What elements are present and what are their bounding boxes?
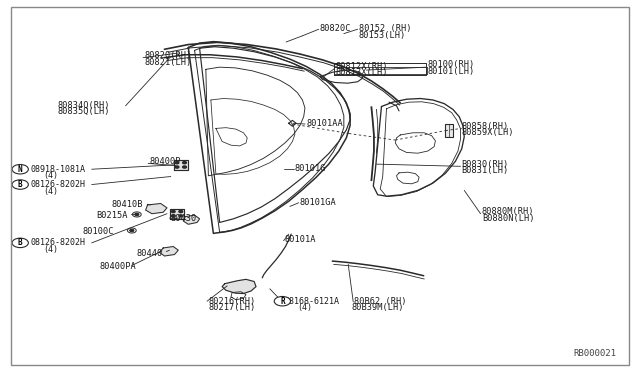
Polygon shape	[183, 215, 200, 224]
Circle shape	[179, 211, 182, 213]
Text: 80410B: 80410B	[112, 201, 143, 209]
Circle shape	[274, 296, 291, 306]
Text: RB000021: RB000021	[573, 349, 616, 358]
Circle shape	[12, 180, 28, 189]
Circle shape	[172, 211, 175, 213]
Polygon shape	[146, 203, 167, 214]
Text: 80100C: 80100C	[83, 227, 115, 236]
Text: 80216(RH): 80216(RH)	[209, 297, 255, 306]
Text: 80858(RH): 80858(RH)	[461, 122, 509, 131]
Text: 80820C: 80820C	[320, 24, 351, 33]
Circle shape	[135, 214, 139, 215]
Text: 80152 (RH): 80152 (RH)	[359, 24, 412, 33]
Text: 80B39M(LH): 80B39M(LH)	[351, 303, 404, 312]
Text: B: B	[18, 180, 22, 189]
Text: (4): (4)	[298, 303, 312, 312]
Text: (4): (4)	[43, 245, 58, 254]
Circle shape	[12, 164, 28, 174]
Text: 80812X(RH): 80812X(RH)	[336, 62, 388, 71]
Text: (4): (4)	[43, 187, 58, 196]
Text: B0830(RH): B0830(RH)	[461, 160, 509, 169]
Text: 08126-8202H: 08126-8202H	[30, 180, 85, 189]
Text: B0880N(LH): B0880N(LH)	[482, 214, 534, 222]
Text: 80859X(LH): 80859X(LH)	[461, 128, 515, 137]
Text: 80101(LH): 80101(LH)	[428, 67, 475, 76]
Text: 80101AA: 80101AA	[306, 119, 343, 128]
Text: 80153(LH): 80153(LH)	[359, 31, 406, 39]
Text: (4): (4)	[43, 171, 58, 180]
Text: 80835Q(LH): 80835Q(LH)	[58, 107, 110, 116]
Text: 80821(LH): 80821(LH)	[145, 58, 191, 67]
Text: 80400PA: 80400PA	[99, 262, 136, 272]
Text: N: N	[18, 165, 22, 174]
Circle shape	[179, 215, 182, 217]
Text: 80430: 80430	[171, 214, 197, 223]
Polygon shape	[159, 247, 179, 256]
Circle shape	[182, 166, 186, 168]
Text: 08168-6121A: 08168-6121A	[285, 297, 340, 306]
Text: 80813X(LH): 80813X(LH)	[336, 68, 388, 77]
Text: 80834Q(RH): 80834Q(RH)	[58, 100, 110, 110]
Text: 80820(RH): 80820(RH)	[145, 51, 191, 60]
Text: B: B	[18, 238, 22, 247]
Circle shape	[182, 161, 186, 164]
Text: 80880M(RH): 80880M(RH)	[482, 207, 534, 216]
FancyBboxPatch shape	[445, 124, 453, 137]
Circle shape	[130, 230, 134, 231]
Text: 80101G: 80101G	[295, 164, 326, 173]
Polygon shape	[174, 160, 188, 170]
Polygon shape	[170, 209, 184, 219]
Text: 80100(RH): 80100(RH)	[428, 61, 475, 70]
Text: 08126-8202H: 08126-8202H	[30, 238, 85, 247]
Text: B0831(LH): B0831(LH)	[461, 166, 509, 175]
Text: 80217(LH): 80217(LH)	[209, 303, 255, 312]
Polygon shape	[222, 279, 256, 294]
Circle shape	[12, 238, 28, 248]
Text: 80400P: 80400P	[149, 157, 181, 166]
Circle shape	[175, 166, 179, 168]
Circle shape	[172, 215, 175, 217]
Text: B0215A: B0215A	[96, 211, 127, 219]
Text: 08918-1081A: 08918-1081A	[30, 165, 85, 174]
Text: 80B62 (RH): 80B62 (RH)	[355, 297, 407, 306]
Text: 80440: 80440	[137, 248, 163, 257]
Text: R: R	[280, 297, 285, 306]
Circle shape	[175, 161, 179, 164]
Text: 80101GA: 80101GA	[300, 198, 337, 206]
Text: 80101A: 80101A	[285, 235, 316, 244]
